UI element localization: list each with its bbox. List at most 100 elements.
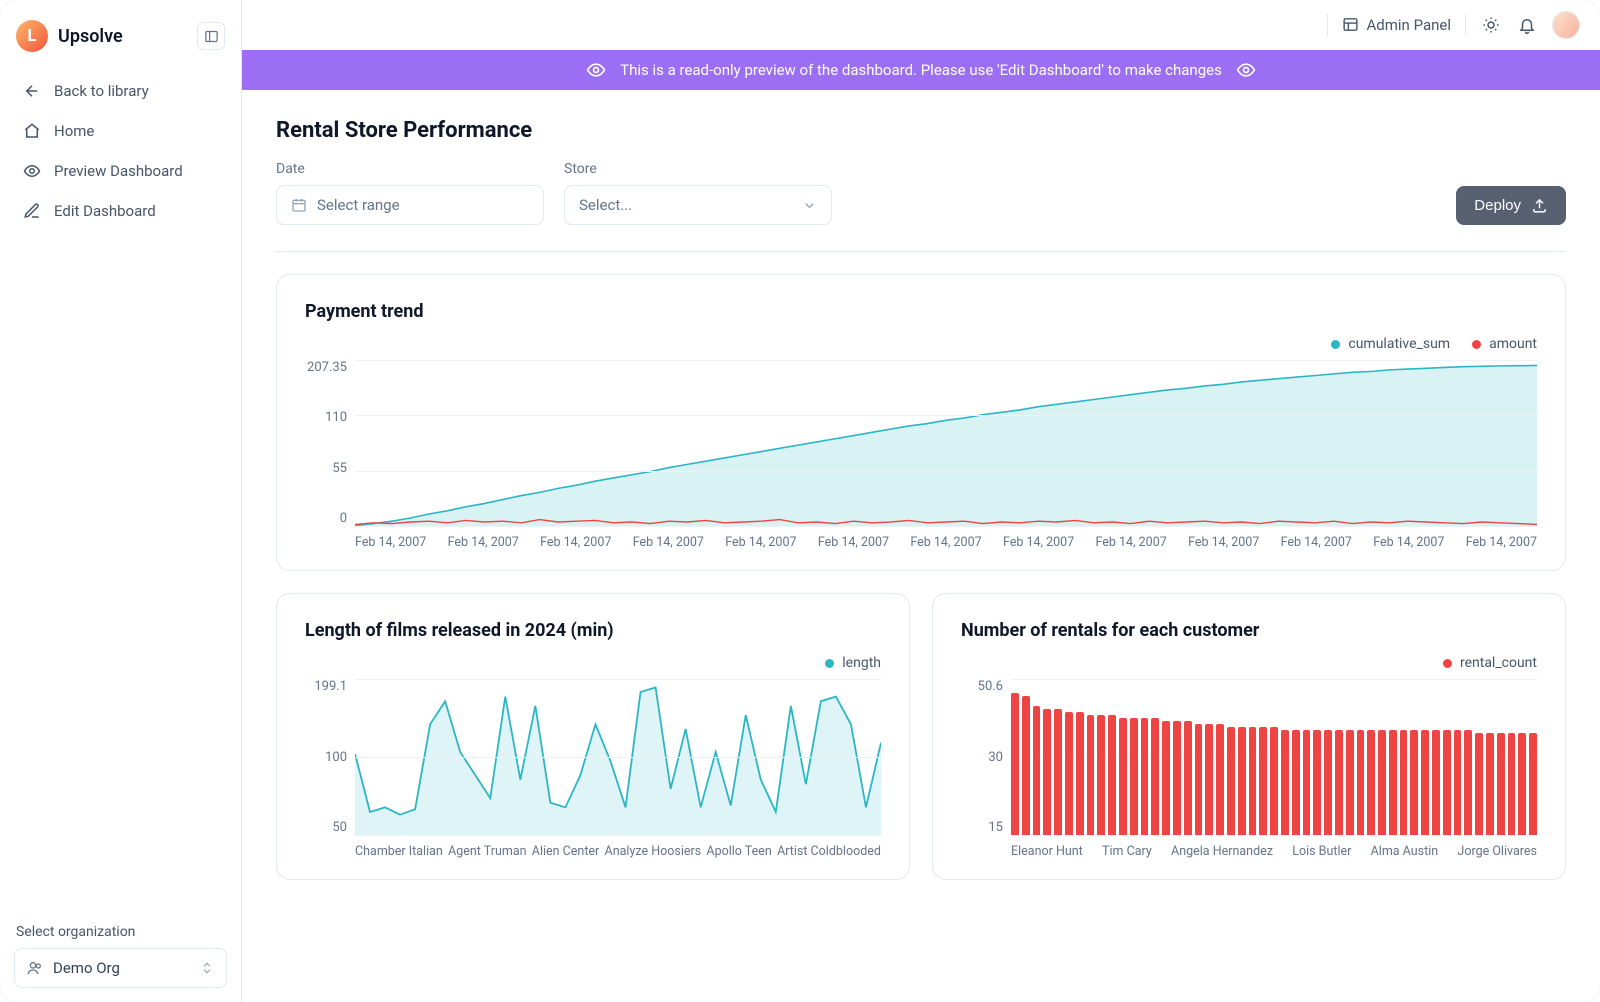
sidebar-item-home[interactable]: Home xyxy=(14,112,227,150)
sidebar-item-label: Edit Dashboard xyxy=(54,202,156,220)
bar xyxy=(1238,727,1246,835)
bar xyxy=(1130,718,1138,835)
legend-label: cumulative_sum xyxy=(1348,336,1450,352)
theme-toggle[interactable] xyxy=(1480,14,1502,36)
sidebar-item-back[interactable]: Back to library xyxy=(14,72,227,110)
bar xyxy=(1205,724,1213,835)
bar xyxy=(1173,721,1181,835)
bar xyxy=(1259,727,1267,835)
filter-date: Date Select range xyxy=(276,161,544,225)
filter-label: Date xyxy=(276,161,544,177)
x-axis: Feb 14, 2007 Feb 14, 2007 Feb 14, 2007 Feb … xyxy=(355,535,1537,550)
y-tick: 30 xyxy=(988,750,1003,765)
x-tick: Tim Cary xyxy=(1102,844,1152,859)
date-range-input[interactable]: Select range xyxy=(276,185,544,225)
bar xyxy=(1162,721,1170,835)
y-axis: 207.35110550 xyxy=(305,360,347,526)
avatar[interactable] xyxy=(1552,11,1580,39)
divider xyxy=(1465,14,1466,36)
bell-icon xyxy=(1518,16,1536,34)
bar xyxy=(1464,730,1472,835)
x-tick: Feb 14, 2007 xyxy=(910,535,981,550)
bar xyxy=(1335,730,1343,835)
bar xyxy=(1486,733,1494,835)
chart-legend: rental_count xyxy=(961,655,1537,671)
chart-plot xyxy=(355,679,881,835)
bar xyxy=(1076,712,1084,835)
x-tick: Feb 14, 2007 xyxy=(1188,535,1259,550)
brand-logo: L xyxy=(16,20,48,52)
bar xyxy=(1346,730,1354,835)
users-icon xyxy=(27,960,43,976)
sidebar-item-label: Back to library xyxy=(54,82,149,100)
page-title: Rental Store Performance xyxy=(276,118,1566,143)
bar xyxy=(1303,730,1311,835)
sidebar-item-edit[interactable]: Edit Dashboard xyxy=(14,192,227,230)
bar xyxy=(1195,724,1203,835)
bar xyxy=(1313,730,1321,835)
x-tick: Feb 14, 2007 xyxy=(818,535,889,550)
bar xyxy=(1022,696,1030,835)
brand: L Upsolve xyxy=(14,14,227,70)
y-axis: 199.110050 xyxy=(305,679,347,835)
bar xyxy=(1249,727,1257,835)
x-tick: Agent Truman xyxy=(448,844,526,859)
divider xyxy=(1327,14,1328,36)
main: Admin Panel This is a read-only preview … xyxy=(242,0,1600,1002)
store-placeholder: Select... xyxy=(579,196,632,214)
upload-icon xyxy=(1531,197,1548,214)
store-select[interactable]: Select... xyxy=(564,185,832,225)
bar xyxy=(1043,709,1051,835)
bar xyxy=(1227,727,1235,835)
legend-item: rental_count xyxy=(1443,655,1537,671)
bar xyxy=(1281,730,1289,835)
legend-dot xyxy=(1443,659,1452,668)
payment-trend-card: Payment trend cumulative_sum amount 207.… xyxy=(276,274,1566,571)
bar xyxy=(1087,715,1095,835)
filter-label: Store xyxy=(564,161,832,177)
bar xyxy=(1011,693,1019,835)
payment-chart: 207.35110550 Feb 14, 2007Feb 14, 2007Feb… xyxy=(305,360,1537,550)
layout-icon xyxy=(1342,16,1359,33)
org-select-label: Select organization xyxy=(14,924,227,940)
chart-plot xyxy=(1011,679,1537,835)
legend-label: length xyxy=(842,655,881,671)
sidebar-item-preview[interactable]: Preview Dashboard xyxy=(14,152,227,190)
bar xyxy=(1216,724,1224,835)
bar xyxy=(1065,712,1073,835)
admin-panel-label: Admin Panel xyxy=(1367,16,1451,34)
legend-label: amount xyxy=(1489,336,1537,352)
sidebar-collapse-button[interactable] xyxy=(197,22,225,50)
y-tick: 0 xyxy=(340,511,347,526)
bar xyxy=(1033,706,1041,835)
grid-line xyxy=(355,757,881,758)
x-tick: Feb 14, 2007 xyxy=(1373,535,1444,550)
rentals-chart: 50.63015 Eleanor HuntTim CaryAngela Hern… xyxy=(961,679,1537,859)
length-chart-card: Length of films released in 2024 (min) l… xyxy=(276,593,910,880)
bar xyxy=(1389,730,1397,835)
legend-item: length xyxy=(825,655,881,671)
notifications-button[interactable] xyxy=(1516,14,1538,36)
y-tick: 100 xyxy=(325,750,347,765)
bar xyxy=(1421,730,1429,835)
x-tick: Feb 14, 2007 xyxy=(1096,535,1167,550)
chart-legend: length xyxy=(305,655,881,671)
admin-panel-link[interactable]: Admin Panel xyxy=(1342,16,1451,34)
x-tick: Artist Coldblooded xyxy=(777,844,881,859)
eye-icon xyxy=(1236,60,1256,80)
legend-label: rental_count xyxy=(1460,655,1537,671)
x-tick: Lois Butler xyxy=(1292,844,1351,859)
x-tick: Jorge Olivares xyxy=(1457,844,1537,859)
grid-line xyxy=(355,526,1537,527)
bar xyxy=(1151,718,1159,835)
org-select[interactable]: Demo Org xyxy=(14,948,227,988)
length-chart: 199.110050 Chamber ItalianAgent TrumanAl… xyxy=(305,679,881,859)
bar xyxy=(1097,715,1105,835)
x-tick: Feb 14, 2007 xyxy=(1003,535,1074,550)
filter-store: Store Select... xyxy=(564,161,832,225)
deploy-button[interactable]: Deploy xyxy=(1456,186,1566,225)
bar xyxy=(1054,709,1062,835)
grid-line xyxy=(355,471,1537,472)
bar xyxy=(1443,730,1451,835)
bar xyxy=(1270,727,1278,835)
